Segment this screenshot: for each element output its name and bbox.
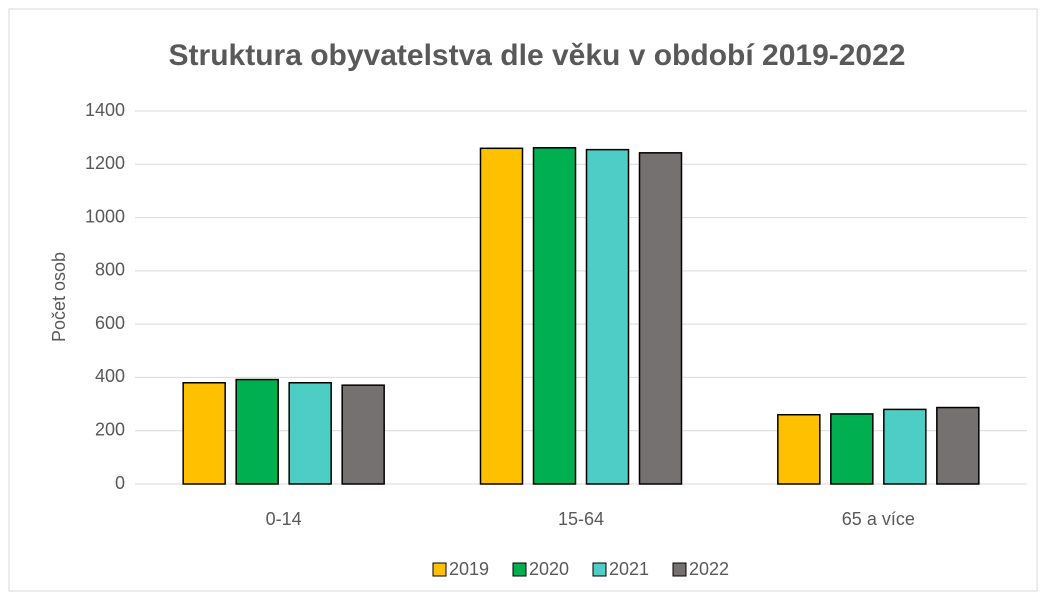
y-tick-label: 0	[115, 473, 125, 493]
bar	[532, 147, 577, 485]
chart-title: Struktura obyvatelstva dle věku v období…	[169, 39, 906, 72]
y-tick-label: 1200	[85, 153, 125, 173]
legend-label: 2021	[609, 559, 649, 579]
legend-swatch	[512, 562, 527, 577]
x-tick-label: 0-14	[266, 509, 302, 529]
bar	[777, 413, 821, 485]
y-axis-label: Počet osob	[49, 252, 69, 342]
bar	[479, 147, 524, 485]
legend-label: 2022	[689, 559, 729, 579]
bar	[638, 152, 683, 485]
bar	[936, 406, 980, 485]
bar	[830, 413, 874, 485]
y-tick-label: 1400	[85, 100, 125, 120]
bar	[341, 384, 385, 485]
y-tick-label: 600	[95, 313, 125, 333]
bar	[288, 382, 332, 485]
x-tick-label: 65 a více	[842, 509, 915, 529]
y-tick-label: 1000	[85, 206, 125, 226]
legend-swatch	[672, 562, 687, 577]
y-tick-label: 200	[95, 419, 125, 439]
y-tick-label: 400	[95, 366, 125, 386]
x-tick-label: 15-64	[558, 509, 604, 529]
legend-swatch	[432, 562, 447, 577]
bar	[585, 148, 630, 485]
legend-swatch	[592, 562, 607, 577]
legend-label: 2020	[529, 559, 569, 579]
legend-label: 2019	[449, 559, 489, 579]
bar	[182, 382, 226, 485]
bar	[883, 408, 927, 485]
y-tick-label: 800	[95, 260, 125, 280]
bar	[235, 378, 279, 485]
